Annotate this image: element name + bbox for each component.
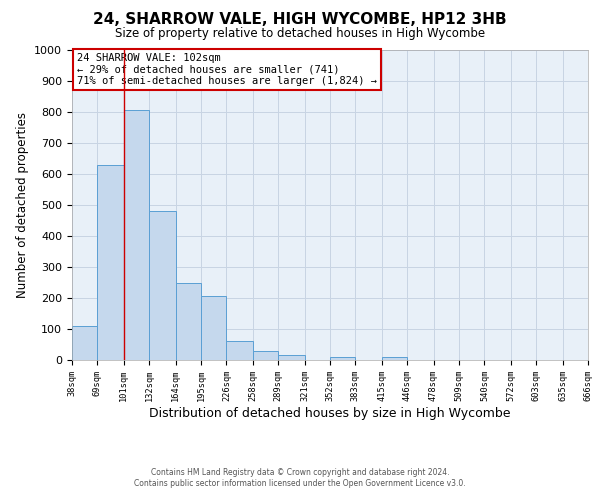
Text: 24 SHARROW VALE: 102sqm
← 29% of detached houses are smaller (741)
71% of semi-d: 24 SHARROW VALE: 102sqm ← 29% of detache…	[77, 53, 377, 86]
Bar	[149, 211, 176, 360]
Y-axis label: Number of detached properties: Number of detached properties	[16, 112, 29, 298]
Bar	[253, 352, 278, 360]
Bar	[72, 326, 97, 360]
Bar	[278, 356, 305, 360]
Bar	[382, 357, 407, 360]
Text: Contains HM Land Registry data © Crown copyright and database right 2024.
Contai: Contains HM Land Registry data © Crown c…	[134, 468, 466, 487]
Text: 24, SHARROW VALE, HIGH WYCOMBE, HP12 3HB: 24, SHARROW VALE, HIGH WYCOMBE, HP12 3HB	[93, 12, 507, 28]
Bar	[226, 341, 253, 360]
X-axis label: Distribution of detached houses by size in High Wycombe: Distribution of detached houses by size …	[149, 407, 511, 420]
Bar	[176, 282, 201, 360]
Bar	[201, 296, 226, 360]
Bar	[97, 164, 124, 360]
Text: Size of property relative to detached houses in High Wycombe: Size of property relative to detached ho…	[115, 28, 485, 40]
Bar	[124, 110, 149, 360]
Bar	[330, 357, 355, 360]
